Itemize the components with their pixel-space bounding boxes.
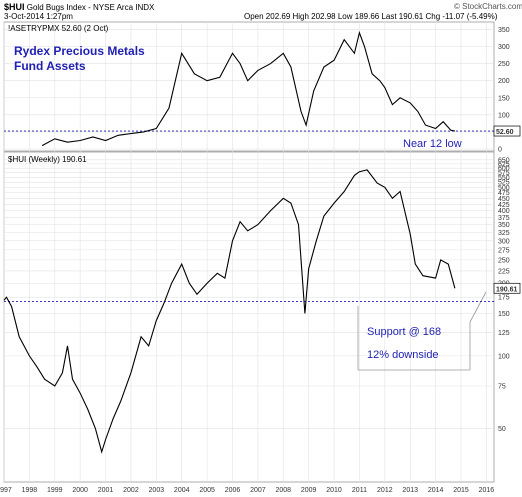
x-tick-label: 2008 <box>275 487 291 494</box>
y-tick-label-bottom: 150 <box>498 311 510 318</box>
y-tick-label-bottom: 125 <box>498 330 510 337</box>
price-summary: Open 202.69 High 202.98 Low 189.66 Last … <box>244 12 498 21</box>
y-tick-label-bottom: 325 <box>498 230 510 237</box>
y-tick-label-bottom: 475 <box>498 190 510 197</box>
bottom-series-line <box>3 169 456 454</box>
y-tick-label-bottom: 500 <box>498 185 510 192</box>
y-tick-label-bottom: 50 <box>498 426 506 433</box>
y-tick-label-bottom: 575 <box>498 170 510 177</box>
annotation-near-low: Near 12 low <box>403 138 462 150</box>
chart-date: 3-Oct-2014 1:27pm <box>4 12 73 21</box>
y-tick-label-bottom: 400 <box>498 208 510 215</box>
series-lines <box>3 30 456 454</box>
bottom-panel-label: $HUI (Weekly) 190.61 <box>8 155 87 164</box>
x-tick-label: 2012 <box>377 487 393 494</box>
y-tick-label-bottom: 450 <box>498 196 510 203</box>
x-tick-label: 1998 <box>22 487 38 494</box>
y-tick-label-top: 200 <box>498 78 510 85</box>
y-tick-label-bottom: 300 <box>498 238 510 245</box>
x-tick-label: 2003 <box>149 487 165 494</box>
top-last-value-tag-box <box>493 125 521 137</box>
y-tick-label-bottom: 350 <box>498 222 510 229</box>
y-tick-label-bottom: 225 <box>498 268 510 275</box>
annotation-pointer <box>469 291 487 323</box>
y-tick-label-bottom: 175 <box>498 295 510 302</box>
y-tick-label-bottom: 250 <box>498 257 510 264</box>
x-tick-label: 2002 <box>123 487 139 494</box>
bottom-last-value-tag: 190.61 <box>496 286 518 293</box>
x-tick-label: 1997 <box>0 487 12 494</box>
y-tick-label-bottom: 650 <box>498 157 510 164</box>
y-tick-label-top: 0 <box>498 147 502 154</box>
x-tick-label: 2016 <box>479 487 495 494</box>
index-name: Gold Bugs Index - NYSE Arca INDX <box>26 3 155 12</box>
bottom-last-value-tag-box <box>493 282 521 294</box>
x-tick-label: 2004 <box>174 487 190 494</box>
grid <box>3 22 494 482</box>
y-tick-label-top: 100 <box>498 112 510 119</box>
y-tick-label-bottom: 100 <box>498 353 510 360</box>
top-panel-label: !ASETRYPMX 52.60 (2 Oct) <box>8 24 109 33</box>
x-tick-label: 2001 <box>98 487 114 494</box>
y-tick-label-bottom: 375 <box>498 215 510 222</box>
x-tick-label: 2014 <box>428 487 444 494</box>
top-series-line <box>41 30 456 147</box>
x-tick-label: 1999 <box>47 487 63 494</box>
y-tick-label-bottom: 600 <box>498 166 510 173</box>
x-tick-label: 2006 <box>225 487 241 494</box>
x-tick-label: 2000 <box>72 487 88 494</box>
x-tick-label: 2013 <box>402 487 418 494</box>
top-last-value-tag: 52.60 <box>496 129 514 136</box>
x-tick-label: 2005 <box>199 487 215 494</box>
x-tick-label: 2015 <box>453 487 469 494</box>
y-tick-label-top: 350 <box>498 27 510 34</box>
y-tick-label-bottom: 625 <box>498 161 510 168</box>
last-value-tags: 52.60 190.61 <box>493 125 521 294</box>
x-tick-label: 2011 <box>352 487 367 494</box>
y-tick-label-bottom: 275 <box>498 247 510 254</box>
x-tick-label: 2007 <box>250 487 266 494</box>
y-tick-label-bottom: 550 <box>498 175 510 182</box>
bottom-panel-frame <box>3 151 495 483</box>
annotation-downside: 12% downside <box>367 349 439 361</box>
watermark: © StockCharts.com <box>454 2 522 11</box>
annotation-support: Support @ 168 <box>367 326 441 338</box>
annotation-rydex-line1: Rydex Precious Metals <box>14 44 145 58</box>
y-tick-label-bottom: 525 <box>498 180 510 187</box>
tick-labels: 1997199819992000200120022003200420052006… <box>0 27 510 494</box>
symbol: $HUI <box>4 2 25 12</box>
x-tick-label: 2010 <box>326 487 342 494</box>
chart-title: $HUI Gold Bugs Index - NYSE Arca INDX <box>4 2 154 12</box>
reference-lines <box>4 130 494 302</box>
x-tick-label: 2009 <box>301 487 317 494</box>
y-tick-label-top: 150 <box>498 95 510 102</box>
y-tick-label-bottom: 425 <box>498 202 510 209</box>
y-tick-label-top: 250 <box>498 61 510 68</box>
y-tick-label-top: 300 <box>498 44 510 51</box>
annotation-rydex-line2: Fund Assets <box>14 59 86 73</box>
y-tick-label-bottom: 75 <box>498 384 506 391</box>
